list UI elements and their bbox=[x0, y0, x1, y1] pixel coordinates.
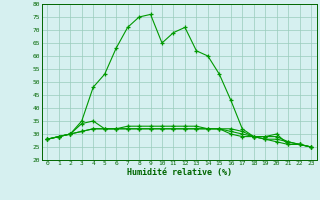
X-axis label: Humidité relative (%): Humidité relative (%) bbox=[127, 168, 232, 177]
